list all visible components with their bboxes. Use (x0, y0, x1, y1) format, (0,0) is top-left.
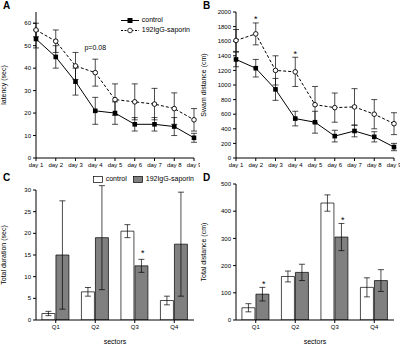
svg-text:sectors: sectors (104, 338, 127, 344)
svg-text:1200: 1200 (218, 68, 232, 74)
svg-text:day 5: day 5 (308, 162, 323, 168)
svg-text:*: * (254, 14, 258, 24)
svg-text:day 3: day 3 (268, 162, 283, 168)
svg-text:200: 200 (221, 141, 232, 147)
html-text:192IgG-saporin: 192IgG-saporin (141, 26, 190, 33)
html-text:C: C (3, 172, 11, 183)
svg-text:*: * (262, 279, 266, 289)
svg-text:Q2: Q2 (291, 324, 300, 330)
svg-text:day 8: day 8 (367, 162, 382, 168)
svg-text:day 4: day 4 (88, 162, 103, 168)
svg-text:0: 0 (228, 155, 232, 161)
svg-text:10: 10 (24, 274, 31, 280)
html-text:A: A (3, 0, 11, 11)
svg-text:*: * (141, 248, 145, 258)
svg-text:400: 400 (221, 208, 232, 214)
svg-text:day 1: day 1 (29, 162, 44, 168)
svg-text:day 8: day 8 (167, 162, 182, 168)
svg-text:Total duration (sec): Total duration (sec) (8, 225, 9, 285)
svg-text:800: 800 (221, 97, 232, 103)
html-text:192IgG-saporin: 192IgG-saporin (145, 175, 194, 182)
svg-text:2000: 2000 (218, 9, 232, 15)
svg-text:p=0.08: p=0.08 (84, 44, 106, 52)
svg-text:5: 5 (28, 295, 32, 301)
svg-text:Total distance (cm): Total distance (cm) (200, 223, 208, 282)
svg-text:500: 500 (221, 181, 232, 187)
svg-text:day 2: day 2 (248, 162, 263, 168)
html-text:control: control (105, 175, 127, 182)
svg-text:600: 600 (221, 111, 232, 117)
svg-text:Q1: Q1 (252, 324, 261, 330)
svg-text:latency (sec): latency (sec) (8, 65, 9, 105)
svg-text:day 7: day 7 (147, 162, 162, 168)
svg-text:Q4: Q4 (370, 324, 379, 330)
svg-text:1000: 1000 (218, 82, 232, 88)
svg-text:30: 30 (24, 88, 31, 94)
svg-text:0: 0 (228, 317, 232, 323)
svg-text:60: 60 (24, 20, 31, 26)
svg-text:0: 0 (28, 155, 32, 161)
svg-text:100: 100 (221, 290, 232, 296)
svg-text:Q4: Q4 (170, 324, 179, 330)
svg-text:25: 25 (24, 209, 31, 215)
svg-text:day 2: day 2 (48, 162, 63, 168)
svg-text:15: 15 (24, 252, 31, 258)
svg-text:Q3: Q3 (131, 324, 140, 330)
svg-text:day 6: day 6 (127, 162, 142, 168)
html-text:B: B (203, 0, 211, 11)
svg-text:day 1: day 1 (229, 162, 244, 168)
svg-text:300: 300 (221, 236, 232, 242)
svg-text:1600: 1600 (218, 38, 232, 44)
svg-text:20: 20 (24, 230, 31, 236)
svg-text:1400: 1400 (218, 53, 232, 59)
svg-text:1800: 1800 (218, 24, 232, 30)
svg-text:Swam distance (cm): Swam distance (cm) (200, 53, 208, 116)
svg-text:day 6: day 6 (327, 162, 342, 168)
svg-text:40: 40 (24, 65, 31, 71)
svg-text:*: * (293, 49, 297, 59)
svg-text:*: * (341, 215, 345, 225)
svg-text:200: 200 (221, 263, 232, 269)
svg-text:30: 30 (24, 187, 31, 193)
svg-text:400: 400 (221, 126, 232, 132)
svg-text:20: 20 (24, 110, 31, 116)
svg-text:10: 10 (24, 133, 31, 139)
svg-text:Q3: Q3 (331, 324, 340, 330)
svg-text:Q2: Q2 (91, 324, 100, 330)
svg-text:day 9: day 9 (387, 162, 392, 168)
html-text:D: D (203, 172, 211, 183)
svg-text:day 3: day 3 (68, 162, 83, 168)
svg-text:sectors: sectors (304, 338, 327, 344)
svg-text:Q1: Q1 (52, 324, 61, 330)
html-text:control: control (141, 16, 163, 23)
svg-text:day 5: day 5 (108, 162, 123, 168)
svg-text:day 9: day 9 (187, 162, 200, 168)
svg-text:0: 0 (28, 317, 32, 323)
svg-text:day 4: day 4 (288, 162, 303, 168)
svg-text:50: 50 (24, 43, 31, 49)
svg-text:day 7: day 7 (347, 162, 362, 168)
